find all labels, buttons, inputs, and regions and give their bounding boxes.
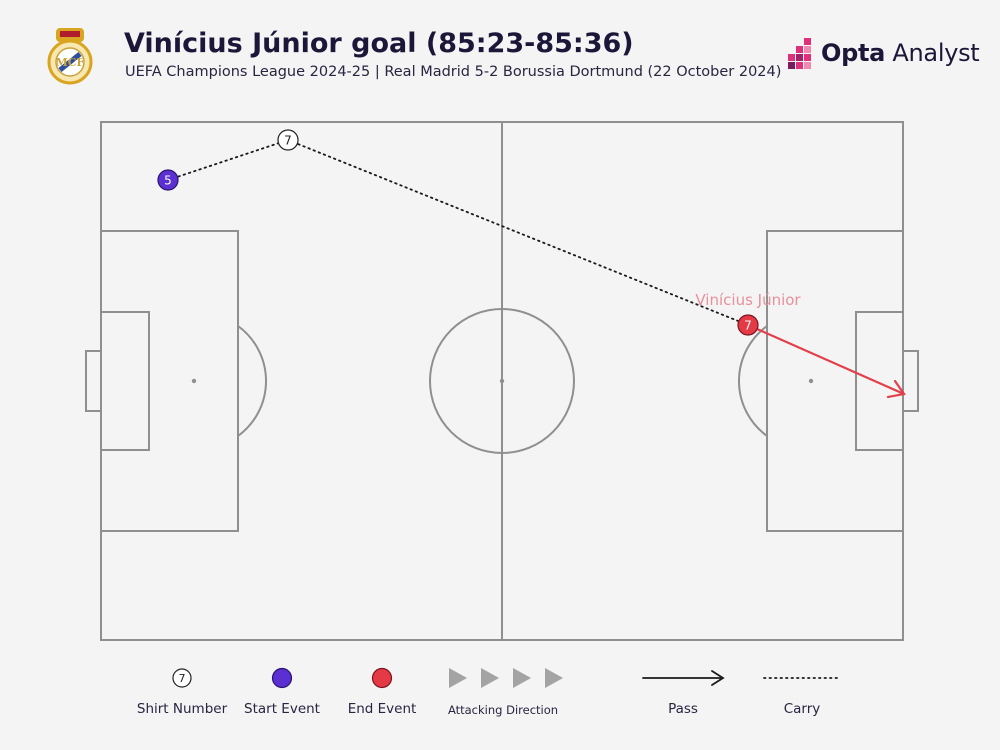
legend: 7 Shirt Number Start Event End Event Att… (0, 655, 1000, 735)
legend-symbols: 7 (172, 667, 841, 689)
legend-label-end-event: End Event (347, 701, 417, 717)
pass-arrow (746, 323, 906, 396)
legend-attacking-direction-icon (449, 668, 563, 688)
legend-label-pass: Pass (668, 701, 698, 717)
end-event-marker: 7 (737, 314, 759, 336)
opta-analyst-logo-icon (788, 38, 811, 69)
svg-text:MCF: MCF (56, 56, 85, 69)
shirt-number-marker: 7 (277, 129, 299, 151)
header: MCF Vinícius Júnior goal (85:23-85:36) U… (0, 0, 1000, 100)
waypoint-marker-number: 7 (284, 134, 292, 148)
left-penalty-spot (191, 378, 197, 384)
left-penalty-arc (237, 325, 267, 437)
page-subtitle: UEFA Champions League 2024-25 | Real Mad… (125, 64, 782, 80)
svg-text:7: 7 (179, 672, 186, 685)
brand-name: Opta Analyst (821, 39, 980, 67)
page-title: Vinícius Júnior goal (85:23-85:36) (124, 28, 634, 59)
legend-label-shirt-number: Shirt Number (136, 701, 228, 717)
carry-line-2 (287, 139, 749, 326)
player-label: Vinícius Júnior (695, 291, 801, 309)
pitch: 5 7 7 Vinícius Júnior (85, 121, 919, 641)
centre-circle (429, 308, 575, 454)
right-penalty-area (766, 230, 904, 532)
legend-shirt-number-icon: 7 (172, 668, 192, 688)
carry-line-1 (167, 139, 289, 181)
legend-pass-arrow-icon (642, 670, 725, 686)
legend-start-event-icon (271, 667, 293, 689)
start-marker-number: 5 (164, 174, 172, 188)
right-goal (902, 350, 919, 412)
centre-spot (499, 378, 505, 384)
left-penalty-area (100, 230, 239, 532)
end-marker-number: 7 (744, 319, 752, 333)
right-penalty-spot (808, 378, 814, 384)
legend-label-start-event: Start Event (244, 701, 320, 717)
pass-arrowhead (886, 379, 906, 399)
start-event-marker: 5 (157, 169, 179, 191)
legend-end-event-icon (371, 667, 393, 689)
legend-label-attacking-direction: Attacking Direction (447, 703, 559, 717)
left-six-yard-box (100, 311, 150, 451)
real-madrid-crest-icon: MCF (47, 28, 93, 85)
legend-label-carry: Carry (783, 701, 821, 717)
left-goal (85, 350, 102, 412)
right-penalty-arc (738, 325, 768, 437)
